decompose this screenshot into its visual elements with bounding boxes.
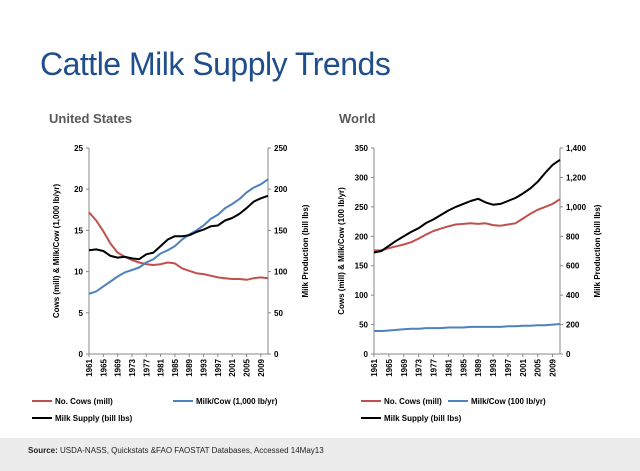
us-right-tick-label: 0 (274, 350, 279, 359)
world-x-tick-label: 1973 (415, 358, 424, 376)
world-series-line-0 (374, 198, 561, 252)
us-left-axis-label: Cows (mill) & Milk/Cow (1,000 lb/yr) (52, 184, 61, 319)
world-right-tick-label: 800 (566, 232, 580, 241)
us-right-tick-label: 150 (274, 226, 288, 235)
world-left-tick-label: 250 (355, 203, 369, 212)
us-x-tick-label: 1961 (85, 358, 94, 376)
us-x-tick-label: 1997 (214, 358, 223, 376)
us-legend-label-1: Milk/Cow (1,000 lb/yr) (196, 397, 278, 406)
world-chart-title: World (339, 111, 376, 126)
world-x-tick-label: 1993 (489, 358, 498, 376)
world-right-axis-label: Milk Production (bill lbs) (593, 204, 602, 297)
us-x-tick-label: 1965 (99, 358, 108, 376)
world-x-tick-label: 2009 (549, 358, 558, 376)
source-text: USDA-NASS, Quickstats &FAO FAOSTAT Datab… (57, 446, 324, 455)
world-x-tick-label: 1969 (400, 358, 409, 376)
world-series-line-1 (374, 323, 561, 332)
world-right-tick-label: 1,200 (566, 173, 587, 182)
world-legend-label-2: Milk Supply (bill lbs) (384, 414, 462, 423)
us-x-tick-label: 1977 (142, 358, 151, 376)
world-right-tick-label: 600 (566, 262, 580, 271)
us-x-tick-label: 1989 (185, 358, 194, 376)
world-legend-label-1: Milk/Cow (100 lb/yr) (471, 397, 546, 406)
world-left-tick-label: 0 (364, 350, 369, 359)
world-x-tick-label: 1989 (474, 358, 483, 376)
world-x-tick-label: 1997 (504, 358, 513, 376)
us-x-tick-label: 2009 (257, 358, 266, 376)
us-left-tick-label: 20 (74, 185, 83, 194)
us-x-tick-label: 1973 (128, 358, 137, 376)
us-x-tick-label: 1981 (157, 358, 166, 376)
world-left-tick-label: 50 (359, 321, 368, 330)
world-x-tick-label: 1977 (430, 358, 439, 376)
world-right-tick-label: 0 (566, 350, 571, 359)
world-right-tick-label: 1,400 (566, 144, 587, 153)
us-left-tick-label: 0 (79, 350, 84, 359)
us-right-axis-label: Milk Production (bill lbs) (301, 204, 310, 297)
world-series-line-2 (373, 158, 561, 254)
us-right-tick-label: 250 (274, 144, 288, 153)
world-left-tick-label: 200 (355, 232, 369, 241)
world-x-tick-label: 1985 (459, 358, 468, 376)
world-left-tick-label: 300 (355, 173, 369, 182)
footer-bar (0, 438, 640, 471)
us-x-tick-label: 1985 (171, 358, 180, 376)
us-x-tick-label: 2001 (228, 358, 237, 376)
us-right-tick-label: 50 (274, 309, 283, 318)
us-left-tick-label: 15 (74, 226, 83, 235)
us-x-tick-label: 1993 (200, 358, 209, 376)
us-left-tick-label: 25 (74, 144, 83, 153)
us-chart-title: United States (49, 111, 133, 126)
world-left-axis-label: Cows (mill) & Milk/Cow (100 lb/yr) (337, 187, 346, 315)
us-right-tick-label: 100 (274, 268, 288, 277)
us-x-tick-label: 1969 (114, 358, 123, 376)
us-series-line-2 (88, 194, 269, 261)
world-left-tick-label: 100 (355, 291, 369, 300)
world-chart: 0 50 100 150 200 250 300 350 0 200 400 600 800 1,000 1… (337, 144, 602, 423)
world-right-tick-label: 200 (566, 321, 580, 330)
world-right-tick-label: 400 (566, 291, 580, 300)
us-x-tick-label: 2005 (243, 358, 252, 376)
world-x-tick-label: 1981 (444, 358, 453, 376)
world-legend-label-0: No. Cows (mill) (384, 397, 442, 406)
world-x-tick-label: 2001 (519, 358, 528, 376)
world-x-tick-label: 1965 (385, 358, 394, 376)
world-left-tick-label: 350 (355, 144, 369, 153)
us-legend-label-0: No. Cows (mill) (55, 397, 113, 406)
us-left-tick-label: 5 (79, 309, 84, 318)
source-note: Source: USDA-NASS, Quickstats &FAO FAOST… (28, 446, 324, 455)
world-right-tick-label: 1,000 (566, 203, 587, 212)
slide-title: Cattle Milk Supply Trends (40, 46, 391, 82)
us-legend-label-2: Milk Supply (bill lbs) (55, 414, 133, 423)
us-series-line-0 (88, 211, 269, 281)
us-left-tick-label: 10 (74, 268, 83, 277)
world-x-tick-label: 1961 (370, 358, 379, 376)
world-x-tick-label: 2005 (534, 358, 543, 376)
source-label: Source: (28, 446, 58, 455)
us-right-tick-label: 200 (274, 185, 288, 194)
world-left-tick-label: 150 (355, 262, 369, 271)
us-series-line-1 (88, 178, 269, 295)
